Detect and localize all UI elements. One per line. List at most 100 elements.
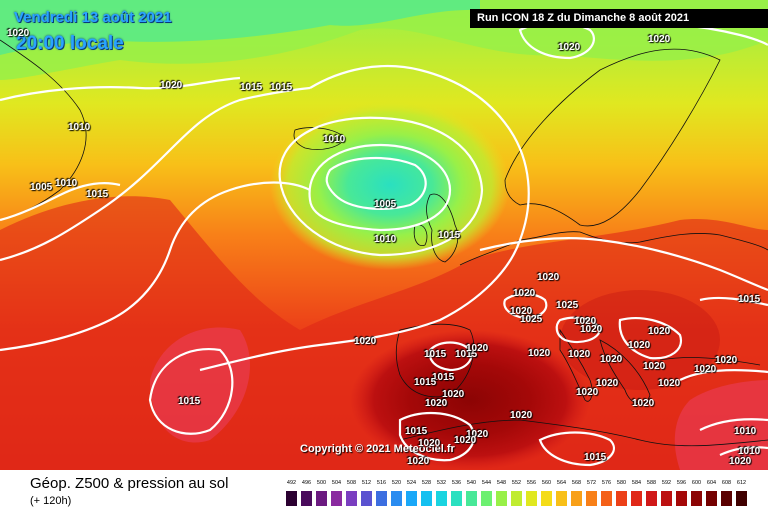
legend-tick-label: 492 (286, 480, 297, 486)
legend-tick-label: 584 (631, 480, 642, 486)
legend-swatch (450, 490, 463, 507)
isobar-label: 1020 (632, 398, 655, 409)
isobar-label: 1015 (405, 426, 428, 437)
isobar-label: 1020 (510, 306, 533, 317)
legend-swatch (360, 490, 373, 507)
isobar-label: 1020 (628, 340, 651, 351)
geopotential-field (0, 0, 768, 470)
run-info-banner: Run ICON 18 Z du Dimanche 8 août 2021 (470, 9, 768, 28)
isobar-label: 1020 (600, 354, 623, 365)
isobar-label: 1025 (556, 300, 579, 311)
legend-tick-label: 520 (391, 480, 402, 486)
legend-tick-label: 500 (316, 480, 327, 486)
legend-swatch (540, 490, 553, 507)
isobar-label: 1020 (528, 348, 551, 359)
weather-map: Vendredi 13 août 2021 20:00 locale Run I… (0, 0, 768, 470)
isobar-label: 1015 (86, 189, 109, 200)
forecast-time: 20:00 locale (16, 33, 124, 54)
isobar-label: 1020 (466, 429, 489, 440)
legend-swatch (405, 490, 418, 507)
isobar-label: 1020 (648, 34, 671, 45)
isobar-label: 1010 (55, 178, 78, 189)
isobar-label: 1020 (7, 28, 30, 39)
legend-swatch (585, 490, 598, 507)
legend-swatch (315, 490, 328, 507)
legend-tick-label: 572 (586, 480, 597, 486)
isobar-lines (0, 21, 768, 467)
legend-swatch (300, 490, 313, 507)
legend-tick-label: 504 (331, 480, 342, 486)
isobar-label: 1015 (424, 349, 447, 360)
isobar-label: 1015 (270, 82, 293, 93)
isobar-label: 1015 (240, 82, 263, 93)
legend-swatch (480, 490, 493, 507)
isobar-label: 1020 (658, 378, 681, 389)
isobar-label: 1020 (729, 456, 752, 467)
map-footer: Géop. Z500 & pression au sol (+ 120h) 49… (0, 470, 768, 512)
legend-swatch (570, 490, 583, 507)
legend-tick-label: 588 (646, 480, 657, 486)
legend-swatch (495, 490, 508, 507)
legend-tick-label: 580 (616, 480, 627, 486)
legend-swatch (735, 490, 748, 507)
forecast-date: Vendredi 13 août 2021 (14, 9, 172, 26)
legend-tick-label: 552 (511, 480, 522, 486)
legend-swatch (330, 490, 343, 507)
isobar-label: 1020 (596, 378, 619, 389)
legend-tick-label: 560 (541, 480, 552, 486)
isobar-label: 1020 (537, 272, 560, 283)
isobar-label: 1015 (584, 452, 607, 463)
isobar-label: 1010 (68, 122, 91, 133)
legend-swatch (690, 490, 703, 507)
legend-tick-label: 604 (706, 480, 717, 486)
legend-swatch (465, 490, 478, 507)
legend-swatch (375, 490, 388, 507)
isobar-label: 1020 (454, 435, 477, 446)
isobar-label: 1025 (520, 314, 543, 325)
isobar-label: 1010 (374, 234, 397, 245)
isobar-label: 1015 (438, 230, 461, 241)
copyright-notice: Copyright © 2021 Meteociel.fr (300, 443, 455, 455)
isobar-label: 1020 (160, 80, 183, 91)
legend-swatch (705, 490, 718, 507)
isobar-label: 1020 (510, 410, 533, 421)
isobar-label: 1015 (738, 294, 761, 305)
isobar-label: 1020 (576, 387, 599, 398)
legend-swatch (390, 490, 403, 507)
isobar-label: 1015 (414, 377, 437, 388)
isobar-label: 1005 (374, 199, 397, 210)
legend-tick-label: 544 (481, 480, 492, 486)
legend-swatch (345, 490, 358, 507)
legend-swatch (645, 490, 658, 507)
legend-swatch (525, 490, 538, 507)
legend-tick-label: 596 (676, 480, 687, 486)
legend-swatch (630, 490, 643, 507)
isobar-label: 1005 (30, 182, 53, 193)
legend-tick-label: 540 (466, 480, 477, 486)
isobar-label: 1020 (513, 288, 536, 299)
legend-tick-label: 536 (451, 480, 462, 486)
isobar-label: 1020 (574, 316, 597, 327)
legend-swatch (435, 490, 448, 507)
legend-swatch (675, 490, 688, 507)
legend-tick-label: 612 (736, 480, 747, 486)
legend-tick-label: 508 (346, 480, 357, 486)
legend-swatch (615, 490, 628, 507)
isobar-label: 1020 (568, 349, 591, 360)
isobar-label: 1020 (425, 398, 448, 409)
forecast-offset: (+ 120h) (30, 495, 72, 507)
legend-swatch (510, 490, 523, 507)
legend-swatch (660, 490, 673, 507)
isobar-label: 1020 (715, 355, 738, 366)
legend-tick-label: 568 (571, 480, 582, 486)
isobar-label: 1010 (323, 134, 346, 145)
legend-swatch (555, 490, 568, 507)
legend-tick-label: 600 (691, 480, 702, 486)
legend-tick-label: 592 (661, 480, 672, 486)
legend-tick-label: 532 (436, 480, 447, 486)
legend-tick-label: 608 (721, 480, 732, 486)
isobar-label: 1020 (418, 438, 441, 449)
legend-tick-label: 576 (601, 480, 612, 486)
legend-swatch (285, 490, 298, 507)
legend-tick-label: 548 (496, 480, 507, 486)
